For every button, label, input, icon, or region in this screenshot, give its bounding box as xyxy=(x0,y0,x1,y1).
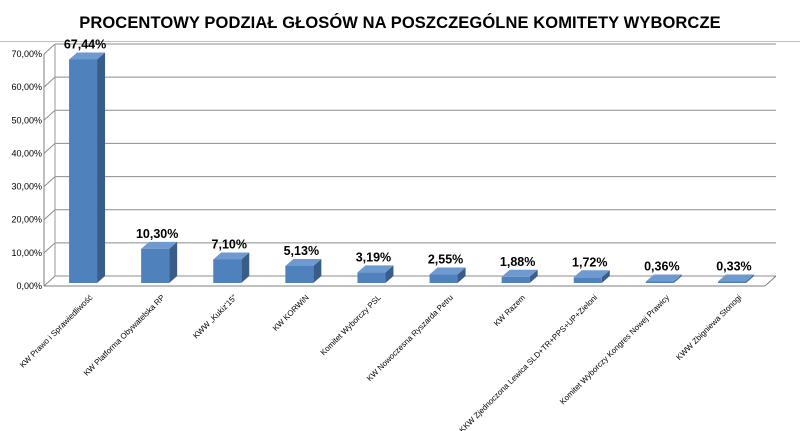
bars xyxy=(69,52,754,283)
bar-side xyxy=(457,267,466,283)
gridline-side xyxy=(43,43,56,55)
gridline-side xyxy=(43,176,56,187)
bar-top xyxy=(285,258,322,266)
bar-front xyxy=(645,281,674,283)
data-label: 0,33% xyxy=(716,260,751,274)
bar-side xyxy=(673,274,682,283)
chart-title: PROCENTOWY PODZIAŁ GŁOSÓW NA POSZCZEGÓLN… xyxy=(79,14,721,32)
bar-front xyxy=(573,277,602,283)
bar-front xyxy=(69,59,98,283)
category-label: KW Nowoczesna Ryszarda Petru xyxy=(365,293,455,383)
bar-top xyxy=(429,267,466,275)
bar-side xyxy=(385,265,394,283)
title-divider xyxy=(0,41,800,42)
gridline-side xyxy=(43,209,56,221)
y-tick-label: 60,00% xyxy=(11,82,42,92)
bar-top xyxy=(573,270,610,278)
bar-side xyxy=(745,274,754,283)
gridline-side xyxy=(43,143,56,154)
data-label: 3,19% xyxy=(356,250,391,264)
bar-top xyxy=(645,274,682,282)
bar-top xyxy=(717,274,754,282)
bar xyxy=(429,267,466,283)
category-label: KWW Zbigniewa Stonogi xyxy=(674,293,743,362)
bar xyxy=(285,258,322,283)
bar-side xyxy=(529,269,538,283)
y-tick-label: 70,00% xyxy=(11,49,42,59)
gridline-side xyxy=(43,109,56,121)
bar-front xyxy=(213,259,242,283)
bar xyxy=(141,241,178,283)
data-label: 7,10% xyxy=(212,237,247,251)
axes xyxy=(43,44,777,287)
bar xyxy=(213,252,250,283)
data-label: 10,30% xyxy=(136,227,178,241)
bar-front xyxy=(357,272,386,283)
bar-side xyxy=(169,241,178,283)
bar-top xyxy=(357,265,394,273)
category-label: KW Platforma Obywatelska RP xyxy=(82,293,167,378)
bar xyxy=(501,269,538,283)
category-label: KW KORWiN xyxy=(271,293,311,333)
bar xyxy=(357,265,394,283)
data-label: 0,36% xyxy=(644,260,679,274)
data-labels: 67,44% 10,30% 7,10% 5,13% 3,19% 2,55% 1,88% 1,7… xyxy=(64,37,752,273)
data-label: 67,44% xyxy=(64,37,106,51)
bar-side xyxy=(97,52,106,283)
data-label: 5,13% xyxy=(284,244,319,258)
bar-side xyxy=(241,252,250,283)
bar xyxy=(573,270,610,283)
bar-side xyxy=(313,258,322,283)
data-label: 1,88% xyxy=(500,255,535,269)
y-tick-label: 0,00% xyxy=(16,281,42,291)
y-tick-label: 30,00% xyxy=(11,182,42,192)
gridline-side xyxy=(43,76,56,88)
gridline-side xyxy=(43,242,56,254)
bar xyxy=(69,52,106,283)
bar-front xyxy=(141,248,170,283)
category-label: Komitet Wyborczy PSL xyxy=(319,293,384,358)
bar-side xyxy=(601,270,610,283)
y-tick-labels: 0,00% 10,00% 20,00% 30,00% 40,00% 50,00% 60,00… xyxy=(11,49,42,291)
data-label: 1,72% xyxy=(572,255,607,269)
bar-front xyxy=(429,274,458,283)
category-label: KWW „Kukiz'15” xyxy=(191,293,239,341)
bar-front xyxy=(501,276,530,283)
category-label: KW Prawo i Sprawiedliwość xyxy=(18,293,94,369)
bar-top xyxy=(141,241,178,249)
bar-front xyxy=(285,265,314,283)
floor-edge xyxy=(764,275,777,287)
category-label: KKW Zjednoczona Lewica SLD+TR+PPS+UP+Zie… xyxy=(458,293,600,431)
category-label: KW Razem xyxy=(492,293,527,328)
y-tick-label: 20,00% xyxy=(11,215,42,225)
y-tick-label: 50,00% xyxy=(11,115,42,125)
bar-top xyxy=(69,52,106,60)
gridline-side xyxy=(43,275,56,287)
data-label: 2,55% xyxy=(428,253,463,267)
bar-top xyxy=(213,252,250,260)
bar-top xyxy=(501,269,538,277)
bar-front xyxy=(717,281,746,283)
y-tick-label: 40,00% xyxy=(11,148,42,158)
bar xyxy=(645,274,682,283)
y-tick-label: 10,00% xyxy=(11,248,42,258)
bar xyxy=(717,274,754,283)
